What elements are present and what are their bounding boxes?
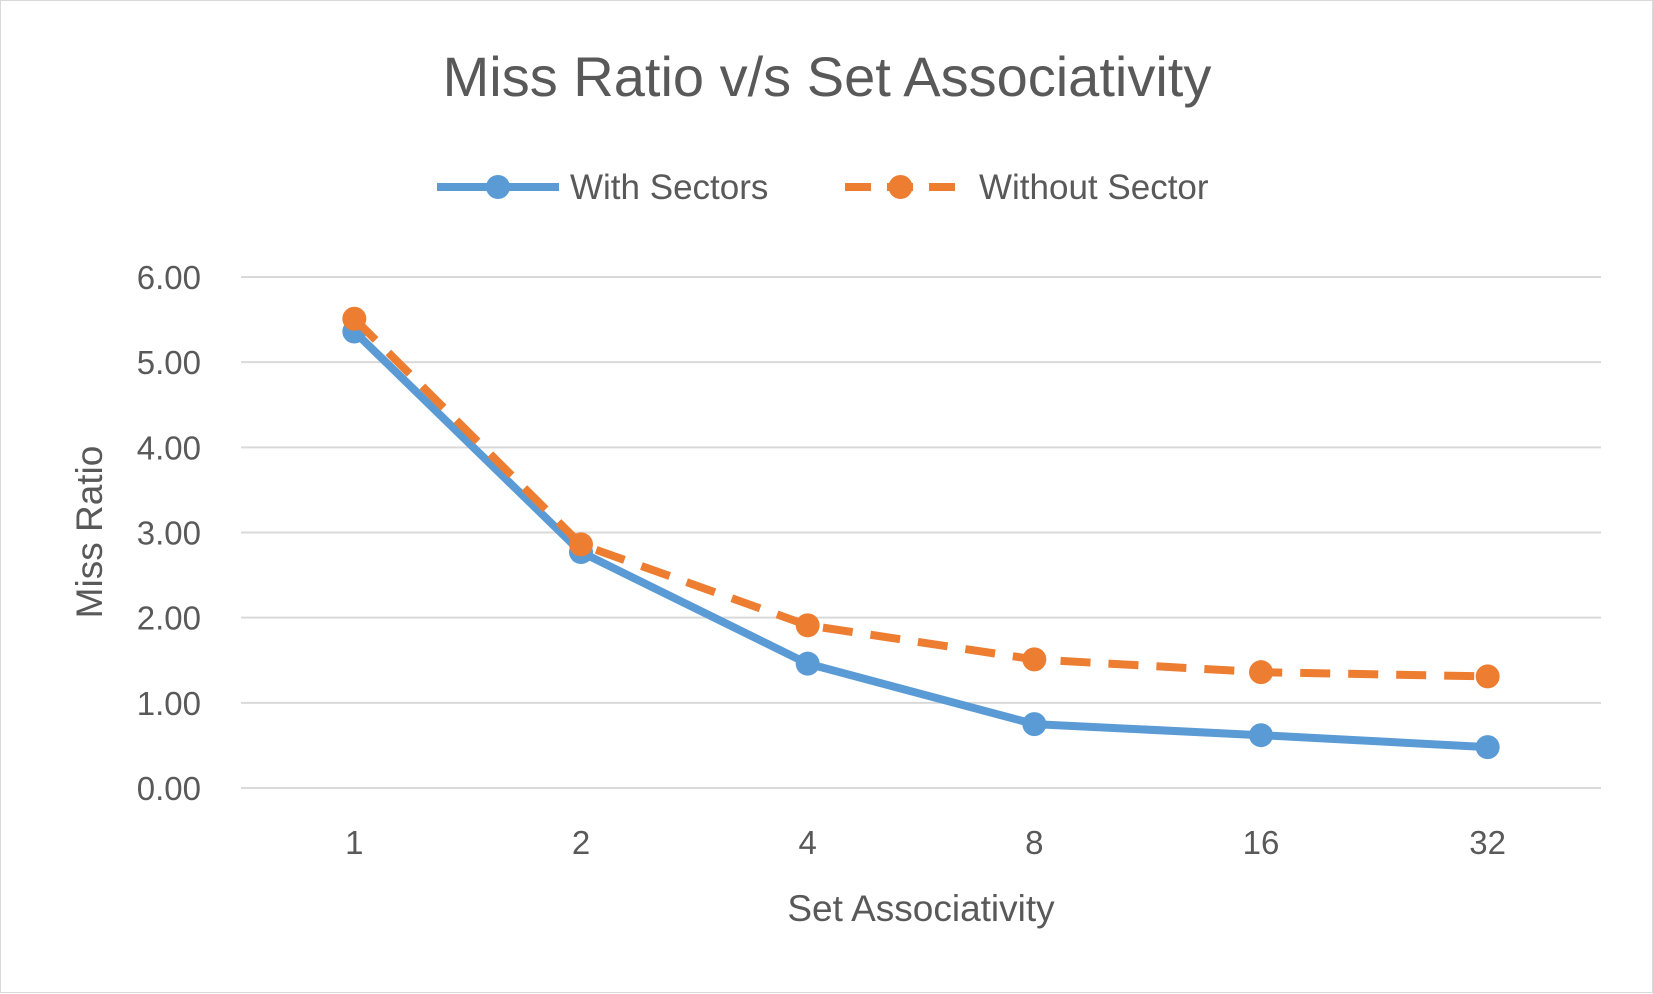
series-line bbox=[351, 328, 1488, 752]
y-tick-label: 1.00 bbox=[137, 685, 201, 722]
chart-title: Miss Ratio v/s Set Associativity bbox=[443, 45, 1212, 108]
series-layer bbox=[342, 306, 1500, 760]
x-tick-label: 32 bbox=[1469, 824, 1506, 861]
x-axis-title: Set Associativity bbox=[787, 888, 1055, 929]
data-point bbox=[1249, 723, 1273, 748]
x-tick-label: 16 bbox=[1243, 824, 1280, 861]
data-point bbox=[569, 532, 593, 557]
y-tick-label: 2.00 bbox=[137, 600, 201, 637]
legend-label: With Sectors bbox=[570, 168, 768, 207]
legend-swatch-marker bbox=[888, 175, 913, 199]
series-without-sector bbox=[342, 306, 1500, 689]
gridlines bbox=[241, 276, 1601, 789]
y-tick-label: 3.00 bbox=[137, 515, 201, 552]
y-tick-label: 5.00 bbox=[137, 344, 201, 381]
y-tick-label: 0.00 bbox=[137, 770, 201, 807]
x-tick-label: 4 bbox=[798, 824, 816, 861]
x-axis-ticks: 1 2 4 8 16 32 bbox=[345, 824, 1506, 861]
x-tick-label: 8 bbox=[1025, 824, 1043, 861]
y-tick-label: 4.00 bbox=[137, 429, 201, 466]
y-axis-ticks: 0.00 1.00 2.00 3.00 4.00 5.00 6.00 bbox=[137, 259, 201, 807]
legend-label: Without Sector bbox=[979, 168, 1209, 207]
series-with-sectors bbox=[342, 319, 1500, 760]
data-point bbox=[1022, 712, 1047, 737]
y-tick-label: 6.00 bbox=[137, 259, 201, 296]
data-point bbox=[1249, 660, 1273, 685]
x-tick-label: 1 bbox=[345, 824, 363, 861]
data-point bbox=[342, 306, 367, 331]
y-axis-title: Miss Ratio bbox=[69, 446, 110, 619]
data-point bbox=[1475, 664, 1500, 689]
data-point bbox=[1022, 647, 1047, 672]
series-line bbox=[351, 315, 1488, 681]
legend-item: With Sectors bbox=[437, 168, 768, 207]
x-tick-label: 2 bbox=[572, 824, 590, 861]
data-point bbox=[795, 651, 820, 676]
legend: With Sectors Without Sector bbox=[437, 168, 1209, 207]
legend-item: Without Sector bbox=[845, 168, 1209, 207]
data-point bbox=[1475, 735, 1500, 760]
data-point bbox=[795, 613, 820, 638]
legend-swatch-marker bbox=[486, 175, 510, 199]
